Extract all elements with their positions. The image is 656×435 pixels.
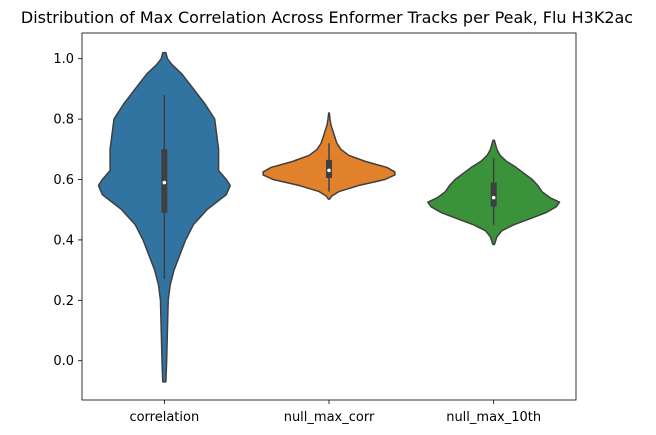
median-point-null-max-corr <box>327 168 331 173</box>
chart-title: Distribution of Max Correlation Across E… <box>21 8 633 27</box>
y-axis: 0.0 0.2 0.4 0.6 0.8 1.0 <box>53 52 82 369</box>
x-tick-label: null_max_corr <box>284 410 375 425</box>
iqr-box-null-max-10th <box>490 182 497 207</box>
median-point-correlation <box>162 180 167 185</box>
y-tick-label: 1.0 <box>53 52 74 67</box>
median-point-null-max-10th <box>491 195 496 200</box>
y-tick-label: 0.8 <box>53 113 74 128</box>
x-tick-label: correlation <box>129 410 199 425</box>
y-tick-label: 0.2 <box>53 294 74 309</box>
y-tick-label: 0.6 <box>53 173 74 188</box>
y-tick-label: 0.4 <box>53 233 74 248</box>
y-tick-label: 0.0 <box>53 354 74 369</box>
violins-layer <box>97 51 561 383</box>
x-tick-label: null_max_10th <box>446 410 541 425</box>
x-axis: correlation null_max_corr null_max_10th <box>129 400 541 425</box>
